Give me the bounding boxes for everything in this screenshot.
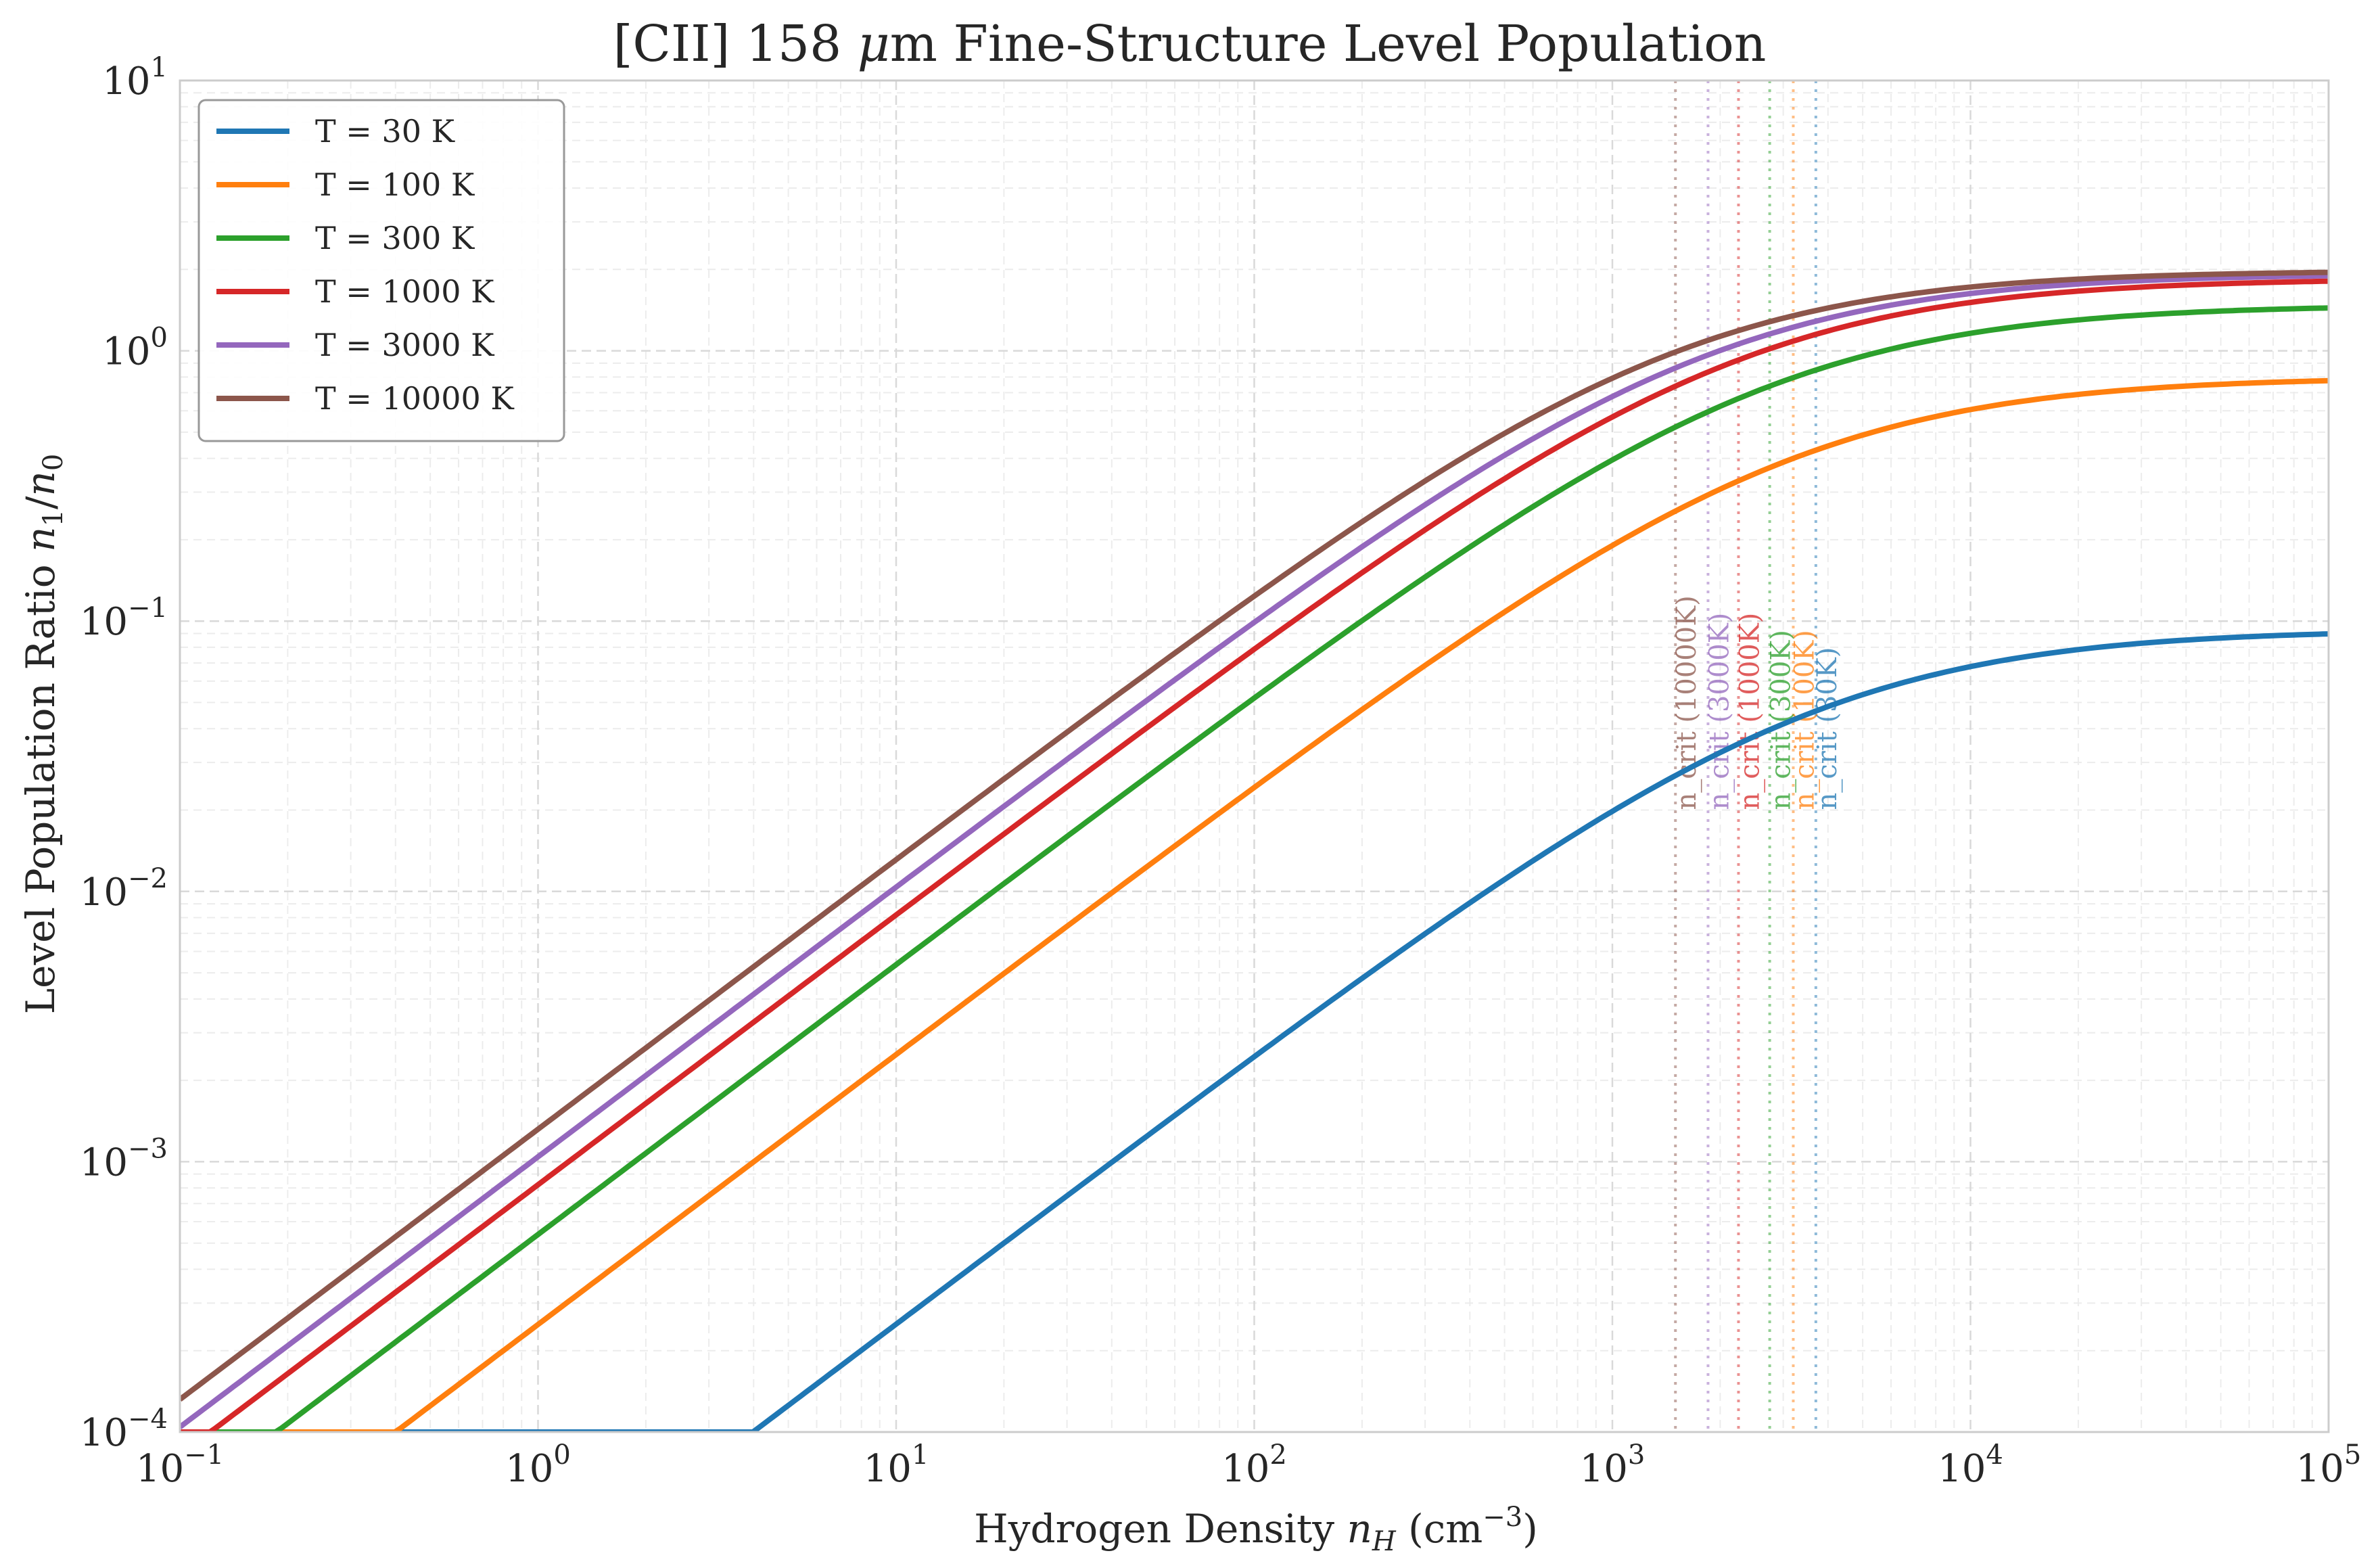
legend-label: T = 30 K xyxy=(315,113,456,149)
legend-label: T = 1000 K xyxy=(315,273,495,310)
y-tick-label: 10−3 xyxy=(80,1133,168,1184)
critical-density-label: n_crit (3000K) xyxy=(1704,613,1735,810)
series-line xyxy=(180,273,2329,1429)
critical-density-lines xyxy=(1674,80,1817,1432)
legend-box xyxy=(197,99,565,442)
x-tick-label: 101 xyxy=(864,1439,929,1491)
x-tick-label: 104 xyxy=(1938,1439,2003,1491)
x-axis-label: Hydrogen Density nH (cm−3) xyxy=(974,1502,1538,1557)
series-line xyxy=(180,377,2329,1432)
series-lines xyxy=(180,269,2329,1432)
chart-title: [CII] 158 μm Fine-Structure Level Popula… xyxy=(613,15,1767,73)
y-tick-label: 100 xyxy=(102,323,168,374)
legend-label: T = 300 K xyxy=(315,220,475,256)
axes-frame xyxy=(179,79,2330,1433)
legend: T = 30 K T = 100 K T = 300 K T = 1000 K T = … xyxy=(197,99,565,442)
legend-label: T = 100 K xyxy=(315,166,475,203)
critical-density-label: n_crit (30K) xyxy=(1812,647,1843,810)
series-line xyxy=(180,305,2329,1432)
legend-label: T = 3000 K xyxy=(315,327,495,363)
x-tick-label: 100 xyxy=(505,1439,571,1491)
y-tick-label: 101 xyxy=(102,52,168,103)
y-tick-labels: 10−4 10−3 10−2 10−1 100 101 xyxy=(80,52,168,1455)
y-tick-label: 10−4 xyxy=(80,1404,168,1455)
y-axis-label: Level Population Ratio n1/n0 xyxy=(18,454,69,1015)
x-tick-label: 103 xyxy=(1580,1439,1646,1491)
series-line xyxy=(180,269,2329,1402)
y-tick-label: 10−2 xyxy=(80,863,168,915)
series-line xyxy=(180,278,2329,1432)
x-tick-label: 102 xyxy=(1221,1439,1287,1491)
legend-label: T = 10000 K xyxy=(315,380,515,417)
x-tick-label: 105 xyxy=(2296,1439,2362,1491)
x-tick-label: 10−1 xyxy=(136,1439,224,1491)
y-tick-label: 10−1 xyxy=(80,593,168,644)
series-line xyxy=(180,631,2329,1432)
critical-density-label: n_crit (1000K) xyxy=(1734,613,1765,810)
x-tick-labels: 10−1 100 101 102 103 104 105 xyxy=(136,1439,2361,1491)
